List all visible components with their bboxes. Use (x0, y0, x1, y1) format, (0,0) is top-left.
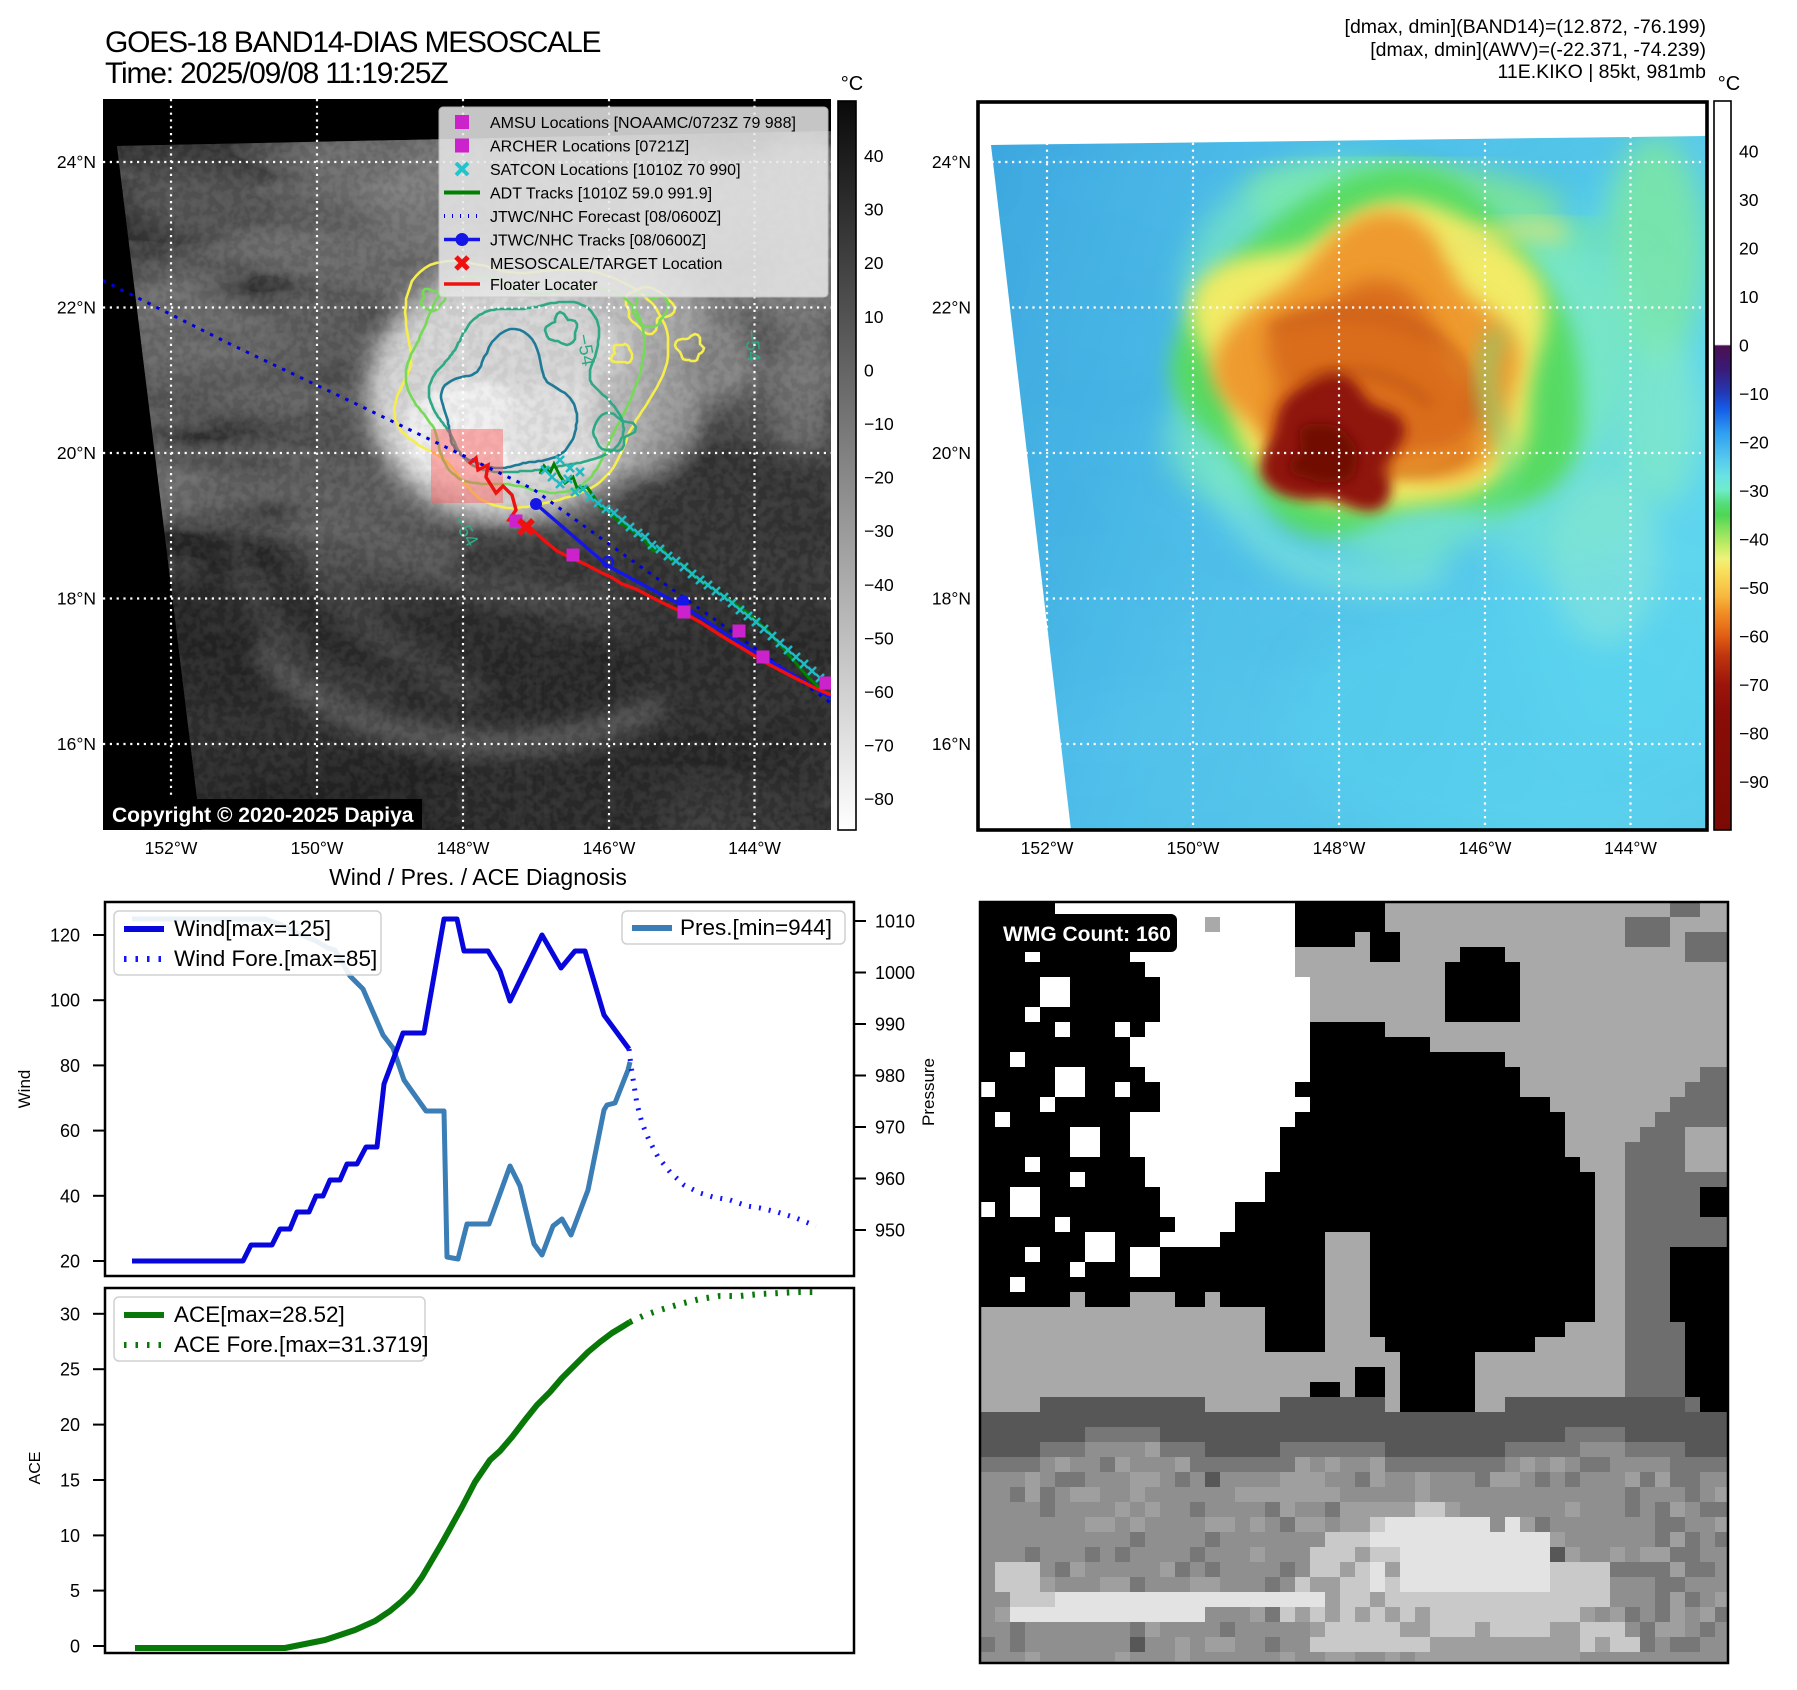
svg-text:−60: −60 (1739, 627, 1769, 647)
svg-text:150°W: 150°W (291, 838, 344, 858)
svg-text:−60: −60 (864, 682, 894, 702)
svg-text:−70: −70 (1739, 675, 1769, 695)
svg-text:10: 10 (1739, 287, 1759, 307)
svg-text:146°W: 146°W (1459, 838, 1512, 858)
svg-text:40: 40 (864, 146, 884, 166)
svg-text:−40: −40 (864, 575, 894, 595)
svg-text:−20: −20 (1739, 433, 1769, 453)
svg-text:16°N: 16°N (57, 734, 96, 754)
svg-text:Wind[max=125]: Wind[max=125] (174, 916, 331, 941)
svg-text:40: 40 (1739, 142, 1759, 162)
svg-text:10: 10 (864, 307, 884, 327)
svg-text:ADT Tracks [1010Z 59.0 991.9]: ADT Tracks [1010Z 59.0 991.9] (490, 186, 712, 203)
svg-text:ACE Fore.[max=31.3719]: ACE Fore.[max=31.3719] (174, 1332, 429, 1357)
svg-text:150°W: 150°W (1167, 838, 1220, 858)
svg-text:120: 120 (50, 926, 80, 946)
svg-text:950: 950 (875, 1221, 905, 1241)
svg-text:100: 100 (50, 991, 80, 1011)
svg-text:Wind Fore.[max=85]: Wind Fore.[max=85] (174, 946, 377, 971)
svg-text:80: 80 (60, 1056, 80, 1076)
svg-text:−80: −80 (864, 789, 894, 809)
svg-text:11E.KIKO | 85kt, 981mb: 11E.KIKO | 85kt, 981mb (1498, 61, 1707, 83)
svg-text:152°W: 152°W (145, 838, 198, 858)
svg-text:22°N: 22°N (932, 298, 971, 318)
svg-text:24°N: 24°N (57, 152, 96, 172)
svg-text:−10: −10 (1739, 384, 1769, 404)
svg-text:980: 980 (875, 1066, 905, 1086)
svg-text:ACE: ACE (27, 1452, 44, 1485)
svg-text:°C: °C (1718, 73, 1740, 95)
svg-text:18°N: 18°N (57, 589, 96, 609)
svg-text:20: 20 (864, 253, 884, 273)
svg-text:−90: −90 (1739, 772, 1769, 792)
svg-text:20°N: 20°N (932, 443, 971, 463)
svg-text:30: 30 (60, 1304, 80, 1324)
svg-text:20: 20 (60, 1415, 80, 1435)
svg-text:0: 0 (1739, 336, 1749, 356)
svg-text:Wind: Wind (15, 1070, 34, 1109)
svg-text:5: 5 (70, 1581, 80, 1601)
svg-text:°C: °C (841, 73, 863, 95)
svg-text:WMG Count: 160: WMG Count: 160 (1003, 923, 1171, 946)
svg-text:−10: −10 (864, 414, 894, 434)
svg-text:Copyright © 2020-2025 Dapiya: Copyright © 2020-2025 Dapiya (112, 804, 414, 827)
svg-text:0: 0 (864, 360, 874, 380)
svg-text:−70: −70 (864, 736, 894, 756)
svg-text:144°W: 144°W (728, 838, 781, 858)
svg-text:20: 20 (1739, 239, 1759, 259)
svg-text:−30: −30 (1739, 481, 1769, 501)
svg-text:152°W: 152°W (1021, 838, 1074, 858)
svg-text:40: 40 (60, 1186, 80, 1206)
svg-text:JTWC/NHC Tracks [08/0600Z]: JTWC/NHC Tracks [08/0600Z] (490, 233, 706, 250)
svg-text:[dmax, dmin](BAND14)=(12.872,: [dmax, dmin](BAND14)=(12.872, -76.199) (1345, 16, 1706, 38)
svg-text:−30: −30 (864, 521, 894, 541)
svg-text:144°W: 144°W (1604, 838, 1657, 858)
svg-text:−50: −50 (864, 628, 894, 648)
svg-text:SATCON Locations [1010Z 70 990: SATCON Locations [1010Z 70 990] (490, 162, 741, 179)
svg-text:0: 0 (70, 1637, 80, 1657)
svg-text:10: 10 (60, 1526, 80, 1546)
svg-text:148°W: 148°W (1313, 838, 1366, 858)
svg-text:960: 960 (875, 1169, 905, 1189)
svg-text:MESOSCALE/TARGET Location: MESOSCALE/TARGET Location (490, 256, 722, 273)
svg-text:24°N: 24°N (932, 152, 971, 172)
svg-text:16°N: 16°N (932, 734, 971, 754)
svg-text:990: 990 (875, 1015, 905, 1035)
svg-text:GOES-18 BAND14-DIAS MESOSCALE: GOES-18 BAND14-DIAS MESOSCALE (105, 26, 601, 59)
svg-text:Pressure: Pressure (919, 1058, 938, 1126)
svg-text:20: 20 (60, 1252, 80, 1272)
svg-text:Floater Locater: Floater Locater (490, 277, 598, 294)
svg-text:25: 25 (60, 1360, 80, 1380)
svg-text:60: 60 (60, 1121, 80, 1141)
svg-text:146°W: 146°W (583, 838, 636, 858)
svg-text:30: 30 (1739, 190, 1759, 210)
svg-text:AMSU Locations [NOAAMC/0723Z 7: AMSU Locations [NOAAMC/0723Z 79 988] (490, 115, 796, 132)
svg-text:ACE[max=28.52]: ACE[max=28.52] (174, 1302, 345, 1327)
svg-text:−80: −80 (1739, 724, 1769, 744)
svg-text:Wind / Pres. / ACE Diagnosis: Wind / Pres. / ACE Diagnosis (329, 864, 627, 890)
svg-text:970: 970 (875, 1118, 905, 1138)
svg-text:1000: 1000 (875, 963, 915, 983)
svg-text:−50: −50 (1739, 578, 1769, 598)
svg-text:22°N: 22°N (57, 298, 96, 318)
svg-text:JTWC/NHC Forecast [08/0600Z]: JTWC/NHC Forecast [08/0600Z] (490, 209, 721, 226)
svg-text:1010: 1010 (875, 912, 915, 932)
svg-text:−40: −40 (1739, 530, 1769, 550)
svg-text:148°W: 148°W (437, 838, 490, 858)
svg-text:[dmax, dmin](AWV)=(-22.371, -7: [dmax, dmin](AWV)=(-22.371, -74.239) (1370, 39, 1706, 61)
svg-text:ARCHER Locations [0721Z]: ARCHER Locations [0721Z] (490, 139, 689, 156)
svg-text:−20: −20 (864, 468, 894, 488)
svg-text:15: 15 (60, 1471, 80, 1491)
svg-text:20°N: 20°N (57, 443, 96, 463)
svg-text:Time: 2025/09/08 11:19:25Z: Time: 2025/09/08 11:19:25Z (105, 57, 448, 90)
svg-text:18°N: 18°N (932, 589, 971, 609)
svg-text:−54: −54 (740, 329, 764, 363)
svg-text:Pres.[min=944]: Pres.[min=944] (680, 915, 832, 940)
svg-text:30: 30 (864, 200, 884, 220)
